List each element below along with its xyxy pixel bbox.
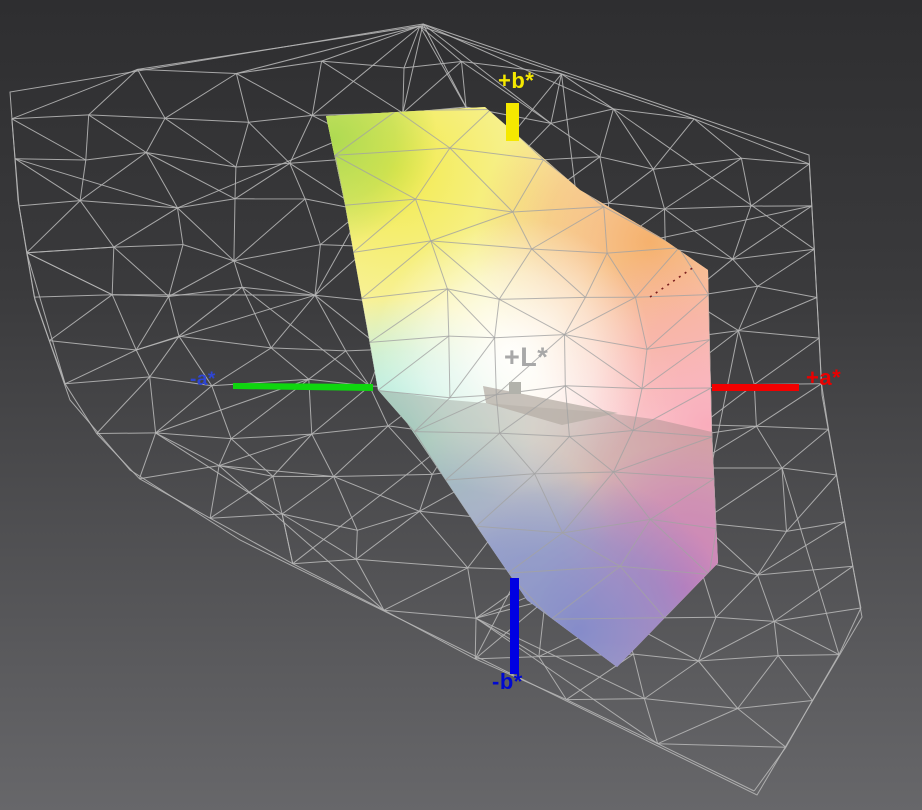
axis-bar-minus-a: [233, 383, 373, 391]
axis-label-plus-a: +a*: [806, 365, 842, 390]
axis-bar-minus-b: [510, 578, 519, 674]
axis-bar-plus-b: [506, 103, 519, 141]
axis-label-plus-l: +L*: [504, 342, 549, 372]
axis-bar-plus-a: [712, 384, 799, 391]
axis-bars: [233, 103, 799, 674]
axis-label-minus-b: -b*: [492, 669, 523, 694]
axis-label-minus-a: -a*: [190, 369, 216, 390]
axis-marker-l: [509, 382, 521, 394]
solid-center-gray-face: [483, 386, 618, 425]
dashed-marker-line: [649, 266, 695, 298]
axis-label-plus-b: +b*: [498, 68, 535, 93]
solid-lower-shade: [378, 390, 718, 667]
